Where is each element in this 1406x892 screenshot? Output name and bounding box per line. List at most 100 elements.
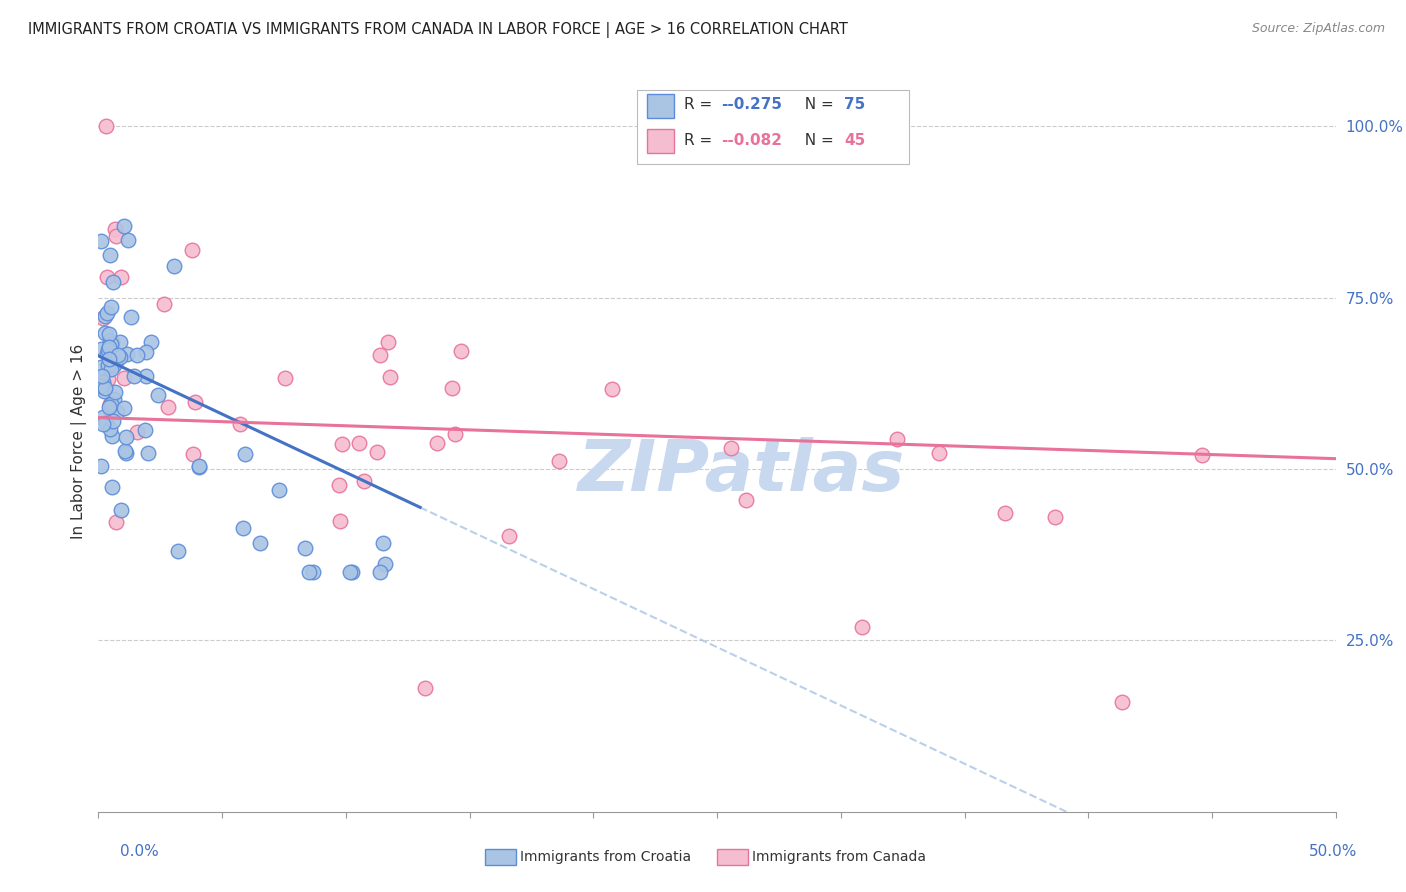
Point <box>91 409 114 424</box>
Point <box>96 119 118 133</box>
Text: 45: 45 <box>845 133 866 148</box>
Point <box>91 311 114 326</box>
Text: N =: N = <box>794 133 838 148</box>
Point <box>134 423 156 437</box>
Point <box>104 385 127 400</box>
Text: Immigrants from Croatia: Immigrants from Croatia <box>520 850 692 864</box>
Point <box>91 368 114 383</box>
FancyBboxPatch shape <box>647 129 673 153</box>
Point <box>90 235 112 249</box>
Point <box>107 348 129 362</box>
Point <box>93 326 115 340</box>
Point <box>368 565 391 579</box>
Point <box>347 436 370 450</box>
Point <box>146 388 169 402</box>
Point <box>90 343 112 357</box>
Point <box>117 347 139 361</box>
Point <box>94 309 117 323</box>
Point <box>94 381 117 395</box>
Point <box>100 397 122 411</box>
Point <box>104 515 127 529</box>
FancyBboxPatch shape <box>637 90 908 164</box>
Point <box>104 222 127 236</box>
Point <box>378 370 401 384</box>
Point <box>98 422 121 436</box>
Point <box>114 443 136 458</box>
Point <box>98 400 121 414</box>
Point <box>851 619 873 633</box>
Text: --0.082: --0.082 <box>721 133 782 148</box>
Point <box>101 429 124 443</box>
Point <box>232 521 254 535</box>
Point <box>330 437 353 451</box>
Point <box>90 360 112 375</box>
Point <box>426 436 449 450</box>
Point <box>108 350 131 364</box>
Point <box>100 362 122 376</box>
Point <box>184 395 207 409</box>
Point <box>115 445 138 459</box>
Point <box>498 529 520 543</box>
Point <box>93 417 115 432</box>
Text: 75: 75 <box>845 97 866 112</box>
Point <box>187 458 209 473</box>
Point <box>1191 448 1213 462</box>
Point <box>328 515 350 529</box>
Point <box>98 340 121 354</box>
Point <box>101 335 124 350</box>
Text: R =: R = <box>683 133 717 148</box>
Point <box>180 243 202 257</box>
Point <box>886 432 908 446</box>
Point <box>273 371 295 385</box>
Text: --0.275: --0.275 <box>721 97 782 112</box>
Point <box>98 326 121 341</box>
FancyBboxPatch shape <box>647 95 673 118</box>
Point <box>101 413 124 427</box>
Point <box>97 358 120 372</box>
Point <box>233 447 256 461</box>
Point <box>163 259 186 273</box>
Point <box>339 565 361 579</box>
Point <box>91 375 114 389</box>
Point <box>124 369 146 384</box>
Point <box>117 233 139 247</box>
Point <box>112 401 135 416</box>
Point <box>166 544 188 558</box>
Point <box>103 392 125 406</box>
Text: Immigrants from Canada: Immigrants from Canada <box>752 850 927 864</box>
Point <box>93 384 115 398</box>
Point <box>183 447 205 461</box>
Point <box>90 379 112 393</box>
Point <box>602 382 624 396</box>
Point <box>98 334 121 348</box>
Point <box>371 536 394 550</box>
Point <box>136 446 159 460</box>
Point <box>1043 510 1066 524</box>
Text: N =: N = <box>794 97 838 112</box>
Text: ZIPatlas: ZIPatlas <box>578 437 905 506</box>
Point <box>450 343 472 358</box>
Point <box>229 417 252 431</box>
Point <box>928 446 950 460</box>
Point <box>444 426 467 441</box>
Text: R =: R = <box>683 97 717 112</box>
Point <box>110 269 132 284</box>
Y-axis label: In Labor Force | Age > 16: In Labor Force | Age > 16 <box>72 344 87 539</box>
Point <box>294 541 316 556</box>
Point <box>112 219 135 234</box>
Point <box>96 270 118 285</box>
Point <box>97 343 120 357</box>
Point <box>105 405 128 419</box>
Point <box>298 565 321 579</box>
Point <box>301 565 323 579</box>
Point <box>1111 695 1133 709</box>
Text: 50.0%: 50.0% <box>1309 845 1357 859</box>
Point <box>100 337 122 351</box>
Point <box>105 228 128 243</box>
Point <box>98 248 121 262</box>
Point <box>135 369 157 384</box>
Point <box>342 565 364 579</box>
Point <box>105 355 128 369</box>
Text: 0.0%: 0.0% <box>120 845 159 859</box>
Point <box>441 381 464 395</box>
